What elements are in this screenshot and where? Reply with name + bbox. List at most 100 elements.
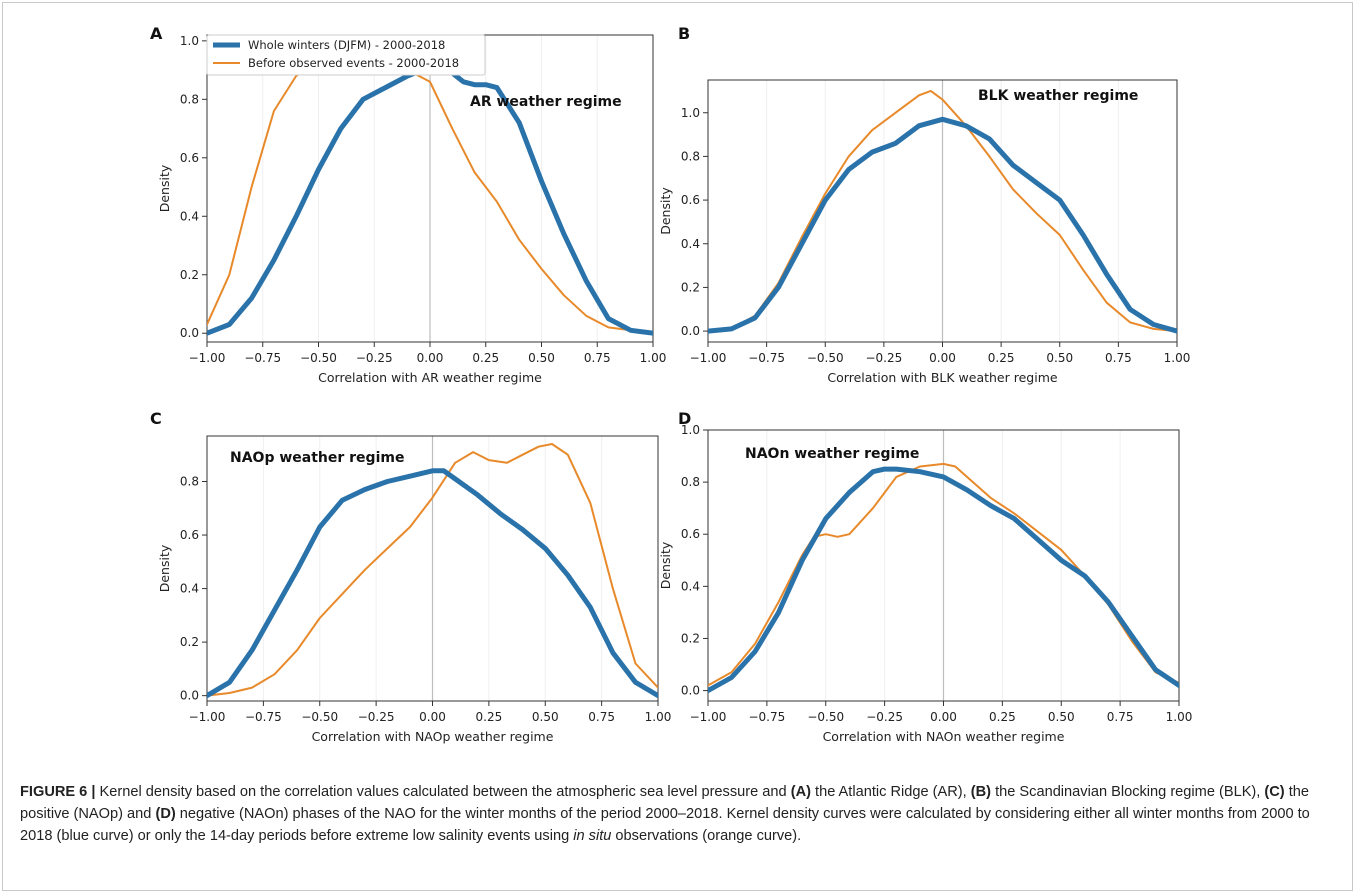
x-tick-label: 0.50 [528, 351, 555, 365]
series-line-blue [207, 468, 658, 699]
panel-letter: A [150, 24, 163, 43]
x-tick-label: 0.50 [1048, 710, 1075, 724]
y-tick-label: 0.6 [180, 151, 199, 165]
x-tick-label: 1.00 [1166, 710, 1193, 724]
legend: Whole winters (DJFM) - 2000-2018 Before o… [206, 34, 486, 76]
legend-entry: Whole winters (DJFM) - 2000-2018 [248, 38, 445, 52]
y-tick-label: 0.8 [180, 92, 199, 106]
x-tick-label: −1.00 [189, 351, 226, 365]
y-tick-label: 1.0 [681, 106, 700, 120]
regime-annotation: AR weather regime [470, 94, 622, 110]
x-tick-label: 0.00 [929, 351, 956, 365]
y-tick-label: 0.4 [180, 582, 199, 596]
caption-text-6: observations (orange curve). [611, 828, 802, 844]
x-tick-label: 0.75 [1107, 710, 1134, 724]
x-tick-label: 1.00 [1164, 351, 1191, 365]
caption-text-4: the positive (NAOp) and [20, 784, 1310, 822]
y-tick-label: 0.4 [681, 579, 700, 593]
x-tick-label: 1.00 [640, 351, 667, 365]
panel-letter: D [678, 409, 691, 428]
x-tick-label: 0.25 [988, 351, 1015, 365]
y-tick-label: 0.0 [180, 689, 199, 703]
x-tick-label: 0.75 [584, 351, 611, 365]
x-tick-label: −0.75 [244, 351, 281, 365]
y-tick-label: 0.2 [681, 631, 700, 645]
legend-box [206, 34, 486, 76]
x-tick-label: −1.00 [690, 710, 727, 724]
y-tick-label: 0.6 [681, 527, 700, 541]
y-tick-label: 0.0 [180, 326, 199, 340]
y-tick-label: 0.8 [180, 475, 199, 489]
caption-text-2: the Atlantic Ridge (AR), [810, 784, 971, 800]
x-axis-label: Correlation with NAOp weather regime [312, 729, 554, 744]
regime-annotation: BLK weather regime [978, 88, 1138, 104]
x-tick-label: −0.50 [807, 710, 844, 724]
y-tick-label: 0.0 [681, 684, 700, 698]
y-tick-label: 0.6 [681, 193, 700, 207]
y-tick-label: 0.2 [180, 635, 199, 649]
caption-panel-d: (D) [155, 806, 176, 822]
x-tick-label: 0.25 [476, 710, 503, 724]
x-tick-label: −0.50 [807, 351, 844, 365]
x-tick-label: 0.50 [532, 710, 559, 724]
caption-in-situ: in situ [573, 828, 612, 844]
panel-c: −1.00 −0.75 −0.50 −0.25 0.00 0.25 0.50 0.75 1.00… [150, 409, 671, 744]
figure-caption: FIGURE 6 | Kernel density based on the c… [20, 781, 1340, 847]
panel-letter: C [150, 409, 162, 428]
x-tick-label: 0.75 [588, 710, 615, 724]
x-axis-label: Correlation with NAOn weather regime [823, 729, 1065, 744]
x-tick-label: −0.75 [245, 710, 282, 724]
x-tick-label: 0.75 [1105, 351, 1132, 365]
y-tick-label: 1.0 [180, 34, 199, 48]
x-tick-label: −1.00 [189, 710, 226, 724]
x-axis-label: Correlation with AR weather regime [318, 370, 542, 385]
y-tick-label: 0.2 [681, 280, 700, 294]
x-tick-label: 0.00 [417, 351, 444, 365]
caption-panel-a: (A) [790, 784, 811, 800]
regime-annotation: NAOp weather regime [230, 450, 404, 466]
x-tick-label: −1.00 [690, 351, 727, 365]
x-tick-label: 0.00 [930, 710, 957, 724]
caption-panel-b: (B) [970, 784, 992, 800]
x-tick-label: 0.25 [989, 710, 1016, 724]
series-line-orange [708, 89, 1177, 333]
y-tick-label: 1.0 [681, 423, 700, 437]
panel-letter: B [678, 24, 690, 43]
x-tick-label: −0.25 [356, 351, 393, 365]
legend-entry: Before observed events - 2000-2018 [248, 56, 459, 70]
y-tick-label: 0.4 [180, 209, 199, 223]
caption-label: FIGURE 6 | [20, 784, 96, 800]
series-line-orange [207, 443, 658, 697]
x-tick-label: −0.75 [748, 710, 785, 724]
caption-text-3: the Scandinavian Blocking regime (BLK), [991, 784, 1265, 800]
figure-charts: −1.00 −0.75 −0.50 −0.25 0.00 0.25 0.50 0.75 1.00… [150, 24, 1192, 744]
series-line-orange [207, 51, 653, 335]
x-tick-label: −0.50 [301, 710, 338, 724]
caption-text-1: Kernel density based on the correlation … [95, 784, 791, 800]
x-tick-label: −0.25 [866, 710, 903, 724]
x-tick-label: 0.50 [1046, 351, 1073, 365]
caption-panel-c: (C) [1264, 784, 1285, 800]
regime-annotation: NAOn weather regime [745, 446, 919, 462]
y-tick-label: 0.6 [180, 528, 199, 542]
series-line-blue [708, 466, 1179, 694]
x-tick-label: 0.25 [472, 351, 499, 365]
y-axis-label: Density [658, 541, 673, 589]
x-tick-label: −0.50 [300, 351, 337, 365]
y-axis-label: Density [157, 164, 172, 212]
series-line-blue [708, 116, 1177, 334]
x-axis-label: Correlation with BLK weather regime [827, 370, 1057, 385]
caption-text-5: negative (NAOn) phases of the NAO for th… [20, 806, 1310, 844]
y-tick-label: 0.4 [681, 237, 700, 251]
y-axis-label: Density [658, 187, 673, 235]
y-tick-label: 0.8 [681, 149, 700, 163]
panel-d: −1.00 −0.75 −0.50 −0.25 0.00 0.25 0.50 0.75 1.00… [658, 409, 1192, 744]
panel-a: −1.00 −0.75 −0.50 −0.25 0.00 0.25 0.50 0.75 1.00… [150, 24, 666, 385]
x-tick-label: −0.25 [865, 351, 902, 365]
x-tick-label: 0.00 [419, 710, 446, 724]
x-tick-label: −0.25 [358, 710, 395, 724]
x-tick-label: 1.00 [645, 710, 672, 724]
y-axis-label: Density [157, 544, 172, 592]
y-tick-label: 0.2 [180, 268, 199, 282]
